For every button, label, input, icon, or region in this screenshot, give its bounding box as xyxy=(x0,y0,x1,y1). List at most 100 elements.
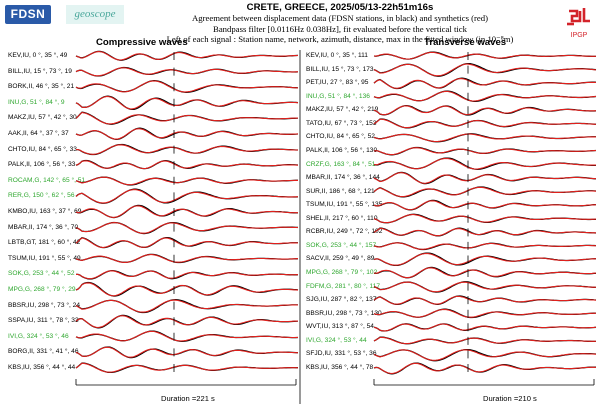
synthetic-trace xyxy=(373,252,597,266)
observed-trace xyxy=(373,227,597,237)
header-line-1: Agreement between displacement data (FDS… xyxy=(191,13,488,23)
synthetic-trace xyxy=(75,346,298,358)
station-label: IVI,G, 324 °, 53 °, 46 xyxy=(8,332,69,340)
station-label: INU,G, 51 °, 84 °, 136 xyxy=(306,92,370,100)
synthetic-trace xyxy=(75,237,298,248)
transverse-duration-label: Duration =210 s xyxy=(483,394,537,403)
station-label: MAKZ,IU, 57 °, 42 °, 219 xyxy=(306,106,379,114)
ipgp-logo-text: IPGP xyxy=(571,32,588,39)
observed-trace xyxy=(373,281,597,293)
synthetic-trace xyxy=(75,330,298,342)
station-label: TSUM,IU, 191 °, 55 °, 135 xyxy=(306,201,383,209)
compressive-duration-label: Duration =221 s xyxy=(161,394,215,403)
synthetic-trace xyxy=(75,160,299,170)
station-label: FDFM,G, 281 °, 80 °, 117 xyxy=(306,282,381,290)
station-label: CHTO,IU, 84 °, 65 °, 52 xyxy=(306,133,375,141)
station-label: PET,IU, 27 °, 83 °, 95 xyxy=(306,79,369,87)
station-label: LBTB,GT, 181 °, 60 °, 42 xyxy=(8,239,81,247)
station-label: KEV,IU, 0 °, 35 °, 111 xyxy=(306,52,368,59)
transverse-panel-title: Transverse waves xyxy=(424,37,507,48)
synthetic-trace xyxy=(75,80,299,93)
synthetic-trace xyxy=(373,336,596,345)
station-label: MBAR,II, 174 °, 36 °, 144 xyxy=(306,174,380,182)
station-label: SJG,IU, 287 °, 82 °, 137 xyxy=(306,296,377,304)
station-label: WVT,IU, 313 °, 87 °, 54 xyxy=(306,323,374,331)
synthetic-trace xyxy=(75,299,299,313)
station-label: INU,G, 51 °, 84 °, 9 xyxy=(8,98,65,106)
ipgp-logo: IPGP xyxy=(560,4,598,42)
station-label: KMBO,IU, 163 °, 37 °, 69 xyxy=(8,208,82,215)
station-label: CRZF,G, 163 °, 84 °, 51 xyxy=(306,160,376,168)
station-label: KEV,IU, 0 °, 35 °, 49 xyxy=(8,52,68,59)
synthetic-trace xyxy=(75,189,299,204)
synthetic-trace xyxy=(373,63,597,77)
synthetic-trace xyxy=(373,295,597,305)
transverse-traces xyxy=(373,51,597,375)
synthetic-trace xyxy=(76,144,298,155)
synthetic-trace xyxy=(75,111,299,125)
station-label: SOK,G, 253 °, 44 °, 157 xyxy=(306,241,377,249)
synthetic-trace xyxy=(373,90,597,102)
station-label: BILL,IU, 15 °, 73 °, 173 xyxy=(306,65,374,73)
synthetic-trace xyxy=(373,133,596,143)
synthetic-trace xyxy=(75,205,298,218)
observed-trace xyxy=(75,281,299,297)
geoscope-logo: geoscope xyxy=(66,5,124,24)
synthetic-trace xyxy=(373,147,597,156)
observed-trace xyxy=(373,105,597,116)
station-label: SUR,II, 186 °, 68 °, 121 xyxy=(306,187,375,195)
header-line-2: Bandpass filter [0.0116Hz 0.038Hz], fit … xyxy=(213,23,467,34)
station-label: SOK,G, 253 °, 44 °, 52 xyxy=(8,270,75,278)
synthetic-trace xyxy=(75,128,299,140)
station-label: SACV,II, 259 °, 49 °, 89 xyxy=(306,255,375,263)
station-label: BBSR,IU, 298 °, 73 °, 130 xyxy=(306,309,382,317)
observed-trace xyxy=(75,346,299,359)
station-label: SSPA,IU, 311 °, 78 °, 33 xyxy=(8,317,79,325)
synthetic-trace xyxy=(373,157,596,170)
station-label: SFJD,IU, 331 °, 53 °, 36 xyxy=(306,350,377,358)
station-label: RER,G, 150 °, 62 °, 56 xyxy=(8,192,75,200)
station-label: BBSR,IU, 298 °, 73 °, 24 xyxy=(8,301,80,309)
synthetic-trace xyxy=(75,95,299,110)
synthetic-trace xyxy=(373,323,597,332)
observed-trace xyxy=(75,362,298,374)
station-label: AAK,II, 64 °, 37 °, 37 xyxy=(8,130,69,137)
figure-title: CRETE, GREECE, 2025/05/13-22h51m16s xyxy=(246,2,434,13)
observed-trace xyxy=(373,252,597,267)
station-label: KBS,IU, 356 °, 44 °, 44 xyxy=(8,364,76,371)
station-label: ROCAM,G, 142 °, 65 °, 51 xyxy=(8,176,86,184)
synthetic-trace xyxy=(75,254,299,263)
station-label: RCBR,IU, 249 °, 72 °, 102 xyxy=(306,228,383,236)
station-label: SHEL,II, 217 °, 60 °, 110 xyxy=(306,214,378,222)
station-label: BORK,II, 46 °, 35 °, 21 xyxy=(8,83,75,91)
station-label: BORG,II, 331 °, 41 °, 46 xyxy=(8,348,79,356)
synthetic-trace xyxy=(373,227,596,237)
station-label: KBS,IU, 356 °, 44 °, 78 xyxy=(306,364,374,371)
station-label: CHTO,IU, 84 °, 65 °, 33 xyxy=(8,145,77,153)
synthetic-trace xyxy=(373,200,597,211)
station-label: TATO,IU, 67 °, 73 °, 153 xyxy=(306,119,377,127)
synthetic-trace xyxy=(373,362,597,375)
station-label: TSUM,IU, 191 °, 55 °, 49 xyxy=(8,254,81,262)
figure-header: CRETE, GREECE, 2025/05/13-22h51m16s Agre… xyxy=(125,2,555,45)
synthetic-trace xyxy=(373,105,597,116)
compressive-traces xyxy=(75,50,299,374)
station-label: MPG,G, 268 °, 79 °, 102 xyxy=(306,269,378,277)
synthetic-trace xyxy=(373,349,597,361)
synthetic-trace xyxy=(373,214,597,224)
compressive-duration-axis xyxy=(75,379,297,386)
synthetic-trace xyxy=(75,282,299,297)
ipgp-logo-icon: IPGP xyxy=(567,8,590,39)
synthetic-trace xyxy=(75,315,299,329)
synthetic-trace xyxy=(76,270,299,280)
synthetic-trace xyxy=(373,186,597,198)
synthetic-trace xyxy=(373,78,597,89)
transverse-duration-axis xyxy=(373,379,595,386)
station-label: MAKZ,IU, 57 °, 42 °, 30 xyxy=(8,114,77,122)
station-label: PALK,II, 106 °, 56 °, 33 xyxy=(8,161,76,169)
compressive-panel-title: Compressive waves xyxy=(96,37,188,48)
observed-trace xyxy=(75,95,299,111)
synthetic-trace xyxy=(75,176,298,186)
synthetic-trace xyxy=(373,267,597,279)
